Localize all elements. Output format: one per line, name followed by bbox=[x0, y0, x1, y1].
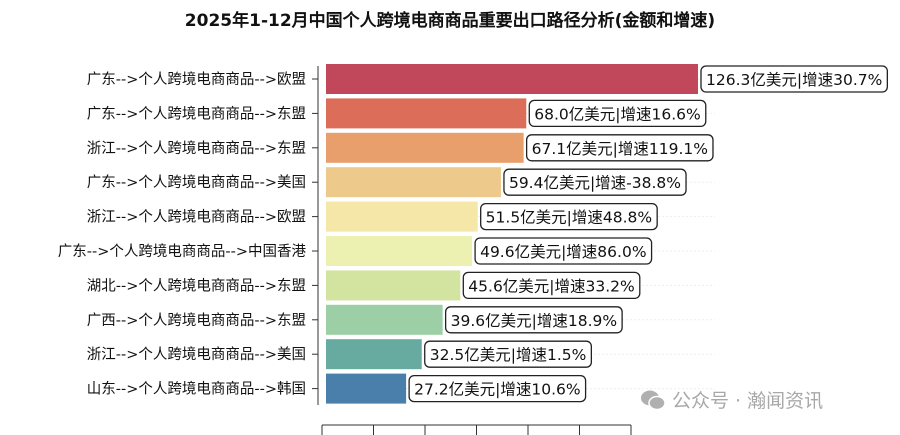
bar bbox=[326, 64, 698, 94]
data-label-box bbox=[408, 374, 587, 403]
data-label-box bbox=[480, 202, 658, 231]
data-label-box bbox=[462, 271, 641, 300]
y-tick-label: 广东-->个人跨境电商商品-->东盟 bbox=[87, 104, 306, 122]
bar bbox=[326, 339, 422, 370]
chart-title: 2025年1-12月中国个人跨境电商商品重要出口路径分析(金额和增速) bbox=[184, 11, 716, 31]
bar bbox=[326, 167, 501, 198]
data-label-box bbox=[700, 65, 888, 93]
data-label: 32.5亿美元|增速1.5% bbox=[430, 346, 587, 364]
data-label: 51.5亿美元|增速48.8% bbox=[486, 209, 652, 227]
bar bbox=[326, 236, 473, 266]
bar bbox=[326, 98, 527, 129]
data-label-box bbox=[528, 99, 707, 128]
y-tick-label: 浙江-->个人跨境电商商品-->美国 bbox=[87, 345, 306, 363]
y-tick-label: 广东-->个人跨境电商商品-->美国 bbox=[87, 173, 306, 191]
bar bbox=[326, 270, 461, 301]
data-label-box bbox=[424, 340, 592, 368]
y-tick-label: 浙江-->个人跨境电商商品-->欧盟 bbox=[87, 208, 306, 226]
y-tick-label: 广东-->个人跨境电商商品-->欧盟 bbox=[87, 70, 306, 88]
data-label-box bbox=[444, 306, 623, 334]
watermark-text: 公众号 · 瀚闻资讯 bbox=[672, 390, 824, 412]
data-label-box bbox=[474, 237, 653, 265]
data-label: 27.2亿美元|增速10.6% bbox=[414, 381, 580, 399]
y-tick-label: 湖北-->个人跨境电商商品-->东盟 bbox=[87, 276, 306, 294]
watermark: 公众号 · 瀚闻资讯 bbox=[640, 386, 823, 413]
bar bbox=[326, 132, 524, 163]
bar bbox=[326, 373, 407, 404]
data-label: 39.6亿美元|增速18.9% bbox=[451, 312, 617, 330]
y-tick-label: 浙江-->个人跨境电商商品-->东盟 bbox=[87, 139, 306, 157]
bar bbox=[326, 201, 478, 232]
y-tick-label: 广东-->个人跨境电商商品-->中国香港 bbox=[58, 242, 307, 260]
data-label: 45.6亿美元|增速33.2% bbox=[468, 277, 634, 295]
data-label: 126.3亿美元|增速30.7% bbox=[706, 71, 882, 89]
data-label: 59.4亿美元|增速-38.8% bbox=[509, 174, 681, 192]
data-label: 67.1亿美元|增速119.1% bbox=[532, 140, 708, 158]
data-label: 49.6亿美元|增速86.0% bbox=[480, 243, 646, 261]
wechat-icon bbox=[641, 390, 666, 410]
data-label-box bbox=[503, 168, 687, 196]
y-tick-label: 广西-->个人跨境电商商品-->东盟 bbox=[87, 311, 306, 329]
bar bbox=[326, 304, 443, 335]
data-label: 68.0亿美元|增速16.6% bbox=[534, 105, 700, 123]
data-label-box bbox=[525, 134, 714, 162]
y-tick-label: 山东-->个人跨境电商商品-->韩国 bbox=[87, 380, 306, 398]
